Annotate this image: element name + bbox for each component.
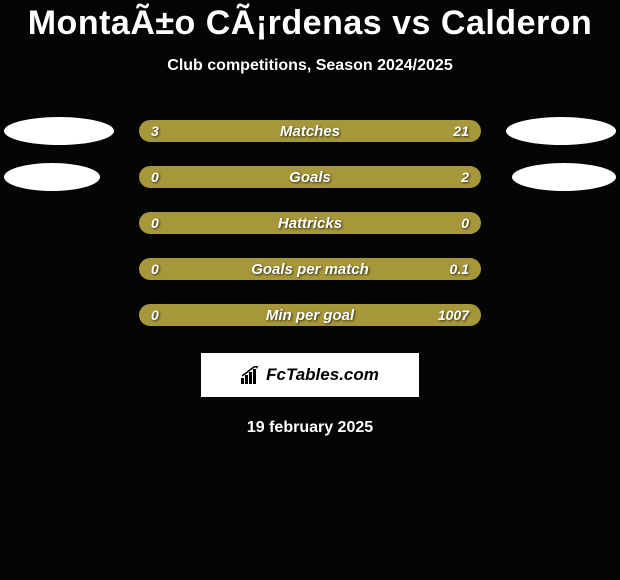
bar-chart-icon xyxy=(241,366,261,384)
stat-value-right: 1007 xyxy=(426,304,481,326)
player-left-ellipse xyxy=(4,163,100,191)
brand-box: FcTables.com xyxy=(201,353,419,397)
stat-value-left: 0 xyxy=(139,212,171,234)
comparison-row: 00.1Goals per match xyxy=(0,257,620,281)
stat-bar: 00.1Goals per match xyxy=(139,258,481,280)
stat-value-left: 3 xyxy=(139,120,171,142)
comparison-rows: 321Matches02Goals00Hattricks00.1Goals pe… xyxy=(0,119,620,327)
stat-bar-right-seg xyxy=(204,120,481,142)
stat-value-right: 21 xyxy=(441,120,481,142)
player-right-ellipse xyxy=(512,163,616,191)
player-left-ellipse xyxy=(4,117,114,145)
comparison-row: 00Hattricks xyxy=(0,211,620,235)
page-title: MontaÃ±o CÃ¡rdenas vs Calderon xyxy=(0,0,620,43)
stat-value-left: 0 xyxy=(139,304,171,326)
comparison-row: 02Goals xyxy=(0,165,620,189)
stat-bar: 01007Min per goal xyxy=(139,304,481,326)
stat-bar-right-seg xyxy=(156,258,481,280)
stat-bar: 02Goals xyxy=(139,166,481,188)
stat-value-left: 0 xyxy=(139,258,171,280)
stat-value-right: 0.1 xyxy=(438,258,481,280)
stat-value-right: 0 xyxy=(449,212,481,234)
brand-text: FcTables.com xyxy=(266,365,379,385)
player-right-ellipse xyxy=(506,117,616,145)
stat-bar: 321Matches xyxy=(139,120,481,142)
stat-bar-right-seg xyxy=(156,166,481,188)
stat-value-left: 0 xyxy=(139,166,171,188)
stat-bar: 00Hattricks xyxy=(139,212,481,234)
footer-date: 19 february 2025 xyxy=(0,419,620,437)
stat-value-right: 2 xyxy=(449,166,481,188)
stat-bar-left-seg xyxy=(139,212,481,234)
comparison-row: 321Matches xyxy=(0,119,620,143)
comparison-row: 01007Min per goal xyxy=(0,303,620,327)
page-subtitle: Club competitions, Season 2024/2025 xyxy=(0,57,620,75)
